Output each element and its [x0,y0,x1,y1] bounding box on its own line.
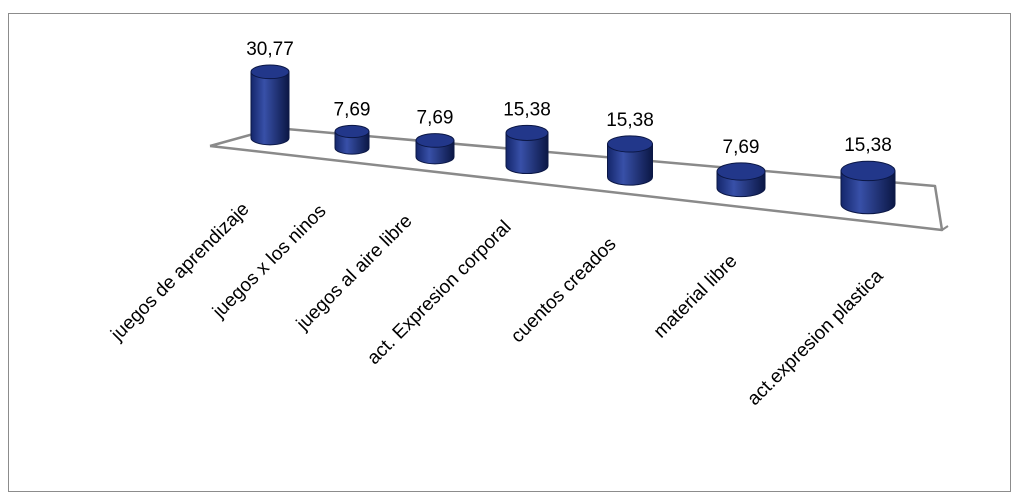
data-label-5: 7,69 [723,137,760,158]
data-label-3: 15,38 [503,99,551,120]
data-label-4: 15,38 [606,110,654,131]
bar-top-1 [334,124,370,139]
floor-edge [941,225,949,231]
bar-3 [505,124,549,175]
category-label-6: act.expresion plastica [743,265,887,409]
bar-top-4 [607,135,653,153]
bar-5 [716,162,766,198]
bar-body-0 [250,71,290,146]
data-label-1: 7,69 [334,99,371,120]
bar-2 [415,133,455,165]
bar-body-3 [505,132,549,175]
bar-top-3 [505,124,549,141]
bar-4 [607,135,653,186]
data-label-2: 7,69 [417,108,454,129]
bar-top-6 [840,160,896,182]
bar-0 [250,64,290,146]
bar-body-4 [607,143,653,186]
bar-1 [334,124,370,155]
bar-top-0 [250,64,290,80]
category-label-5: material libre [650,251,742,343]
bar-6 [840,160,896,215]
data-label-6: 15,38 [844,135,892,156]
category-label-0: juegos de aprendizaje [107,199,254,346]
data-label-0: 30,77 [246,39,294,60]
bar-top-5 [716,162,766,181]
bar-top-2 [415,133,455,148]
category-label-4: cuentos creados [507,234,620,347]
bars-group [250,64,896,215]
bar-body-6 [840,170,896,215]
chart-frame [8,13,1011,492]
